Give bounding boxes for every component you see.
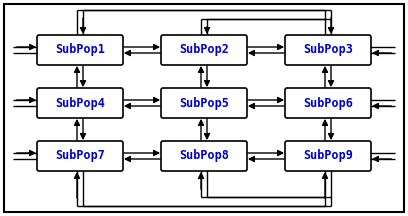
Text: SubPop4: SubPop4 (55, 97, 105, 110)
Text: SubPop2: SubPop2 (179, 43, 229, 57)
Text: SubPop3: SubPop3 (303, 43, 353, 57)
FancyBboxPatch shape (37, 35, 123, 65)
FancyBboxPatch shape (161, 88, 247, 118)
FancyBboxPatch shape (4, 4, 404, 212)
FancyBboxPatch shape (285, 141, 371, 171)
Text: SubPop1: SubPop1 (55, 43, 105, 57)
Text: SubPop9: SubPop9 (303, 149, 353, 162)
FancyBboxPatch shape (37, 141, 123, 171)
FancyBboxPatch shape (161, 141, 247, 171)
Text: SubPop8: SubPop8 (179, 149, 229, 162)
Text: SubPop7: SubPop7 (55, 149, 105, 162)
Text: SubPop6: SubPop6 (303, 97, 353, 110)
FancyBboxPatch shape (161, 35, 247, 65)
FancyBboxPatch shape (37, 88, 123, 118)
FancyBboxPatch shape (285, 35, 371, 65)
FancyBboxPatch shape (285, 88, 371, 118)
Text: SubPop5: SubPop5 (179, 97, 229, 110)
